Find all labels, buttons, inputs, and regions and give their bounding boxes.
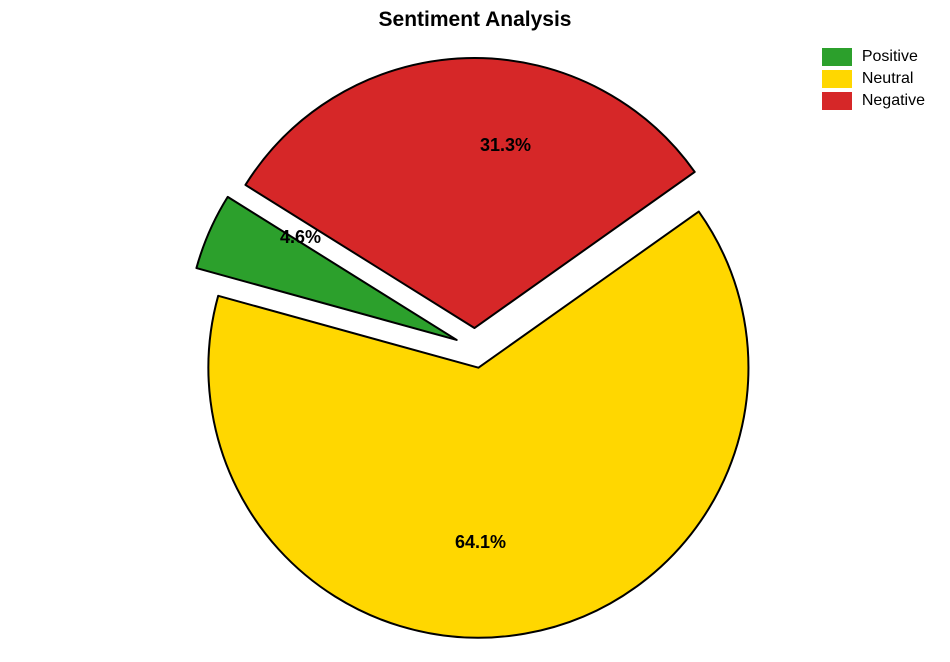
legend-item-positive: Positive xyxy=(822,48,925,66)
legend: Positive Neutral Negative xyxy=(822,48,925,114)
legend-item-neutral: Neutral xyxy=(822,70,925,88)
legend-swatch-negative xyxy=(822,92,852,110)
pie-chart xyxy=(0,0,950,662)
slice-label-positive: 4.6% xyxy=(280,227,321,248)
legend-swatch-positive xyxy=(822,48,852,66)
legend-label-positive: Positive xyxy=(862,48,918,66)
slice-label-negative: 31.3% xyxy=(480,135,531,156)
legend-label-neutral: Neutral xyxy=(862,70,914,88)
legend-label-negative: Negative xyxy=(862,92,925,110)
legend-swatch-neutral xyxy=(822,70,852,88)
slice-label-neutral: 64.1% xyxy=(455,532,506,553)
legend-item-negative: Negative xyxy=(822,92,925,110)
